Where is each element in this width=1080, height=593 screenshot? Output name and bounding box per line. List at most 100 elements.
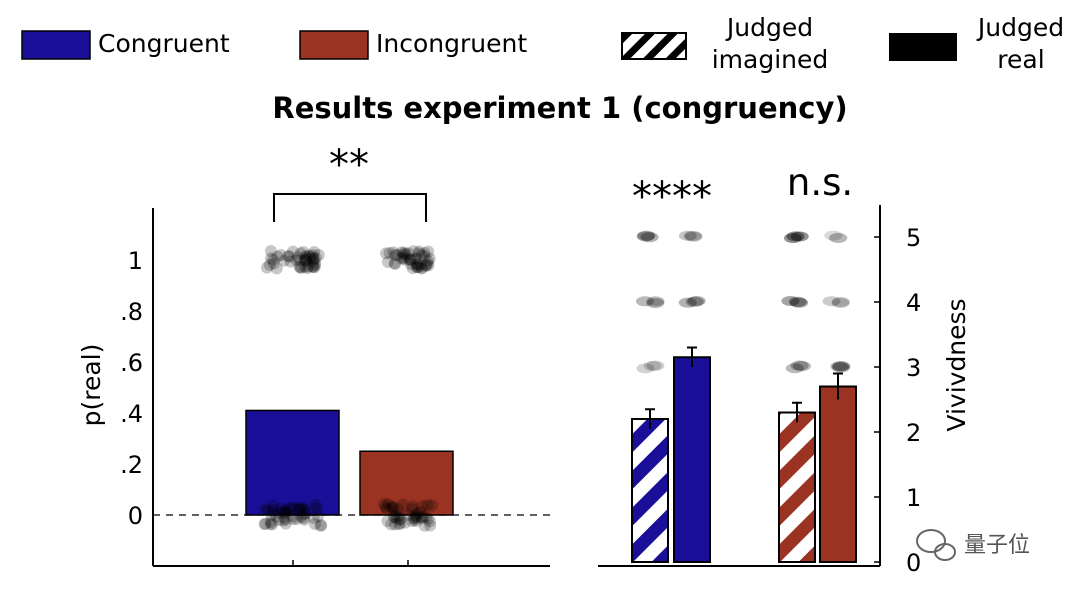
data-point — [286, 245, 299, 258]
data-point — [399, 253, 412, 266]
data-point — [406, 515, 419, 528]
data-point — [297, 245, 310, 258]
data-point — [387, 511, 400, 524]
data-point — [415, 262, 428, 275]
left-y-tick-label: .4 — [120, 400, 143, 428]
right-y-ticks: 0 1 2 3 4 5 — [874, 224, 921, 577]
legend-judged-real: Judged real — [889, 13, 1064, 74]
watermark-text: 量子位 — [964, 533, 1030, 558]
data-point — [423, 252, 436, 265]
legend-judged-imagined: Judged imagined — [621, 13, 828, 74]
bar-incongruent-judged-real — [819, 385, 857, 563]
data-point — [389, 508, 402, 521]
data-point — [309, 252, 322, 265]
data-point — [392, 509, 405, 522]
data-point — [397, 498, 410, 511]
data-point — [270, 262, 283, 275]
vividness-point — [783, 233, 802, 244]
data-point — [306, 260, 319, 273]
data-point — [308, 253, 321, 266]
data-point — [287, 501, 300, 514]
data-point — [315, 518, 328, 531]
vividness-point — [646, 296, 665, 307]
vividness-point — [643, 360, 662, 371]
left-y-tick-label: .6 — [120, 349, 143, 377]
data-point — [406, 503, 419, 516]
watermark: 量子位 — [916, 529, 1030, 561]
data-point — [381, 515, 394, 528]
vividness-point — [788, 296, 807, 307]
data-point — [386, 500, 399, 513]
data-point — [380, 503, 393, 516]
vividness-point — [637, 230, 656, 241]
data-point — [410, 515, 423, 528]
data-point — [413, 245, 426, 258]
data-point — [294, 247, 307, 260]
data-point — [398, 246, 411, 259]
data-point — [406, 262, 419, 275]
data-point — [264, 518, 277, 531]
data-point — [278, 254, 291, 267]
data-point — [267, 257, 280, 270]
data-point — [408, 513, 421, 526]
vividness-point — [678, 230, 697, 241]
data-point — [378, 498, 391, 511]
vividness-point — [824, 230, 843, 241]
vividness-point — [646, 298, 665, 309]
data-point — [298, 503, 311, 516]
data-point — [393, 513, 406, 526]
wechat-icon — [916, 529, 956, 561]
data-point — [389, 249, 402, 262]
data-point — [409, 252, 422, 265]
data-point — [418, 519, 431, 532]
vividness-point — [646, 360, 665, 371]
bar-congruent-judged-imagined — [631, 418, 669, 563]
vividness-point — [792, 361, 811, 372]
data-point — [414, 511, 427, 524]
data-point — [308, 261, 321, 274]
data-point — [304, 250, 317, 263]
data-point — [261, 261, 274, 274]
left-panel: p(real) 0 .2 .4 .6 .8 1 ** — [77, 142, 550, 567]
data-point — [395, 246, 408, 259]
legend-judged-real-label-2: real — [997, 45, 1044, 74]
left-dots-imagined — [258, 498, 438, 532]
data-point — [279, 517, 292, 530]
data-point — [299, 253, 312, 266]
data-point — [414, 258, 427, 271]
data-point — [279, 505, 292, 518]
data-point — [420, 259, 433, 272]
data-point — [290, 512, 303, 525]
data-point — [389, 518, 402, 531]
legend-judged-imagined-swatch — [621, 32, 687, 60]
vividness-point — [828, 232, 847, 243]
data-point — [279, 505, 292, 518]
data-point — [271, 506, 284, 519]
data-point — [399, 247, 412, 260]
data-point — [279, 513, 292, 526]
significance-incongruent: n.s. — [787, 161, 853, 204]
vividness-point — [636, 231, 655, 242]
data-point — [420, 510, 433, 523]
data-point — [264, 516, 277, 529]
data-point — [285, 502, 298, 515]
right-panel: 0 1 2 3 4 5 Vivivdness **** n.s. — [598, 161, 971, 577]
data-point — [424, 519, 437, 532]
data-point — [291, 251, 304, 264]
data-point — [387, 246, 400, 259]
legend-congruent-label: Congruent — [98, 29, 230, 58]
right-y-axis-label: Vivivdness — [942, 298, 971, 431]
significance-left: ** — [329, 142, 369, 188]
data-point — [294, 501, 307, 514]
vividness-point — [786, 231, 805, 242]
data-point — [387, 500, 400, 513]
right-y-tick-label: 2 — [906, 419, 921, 447]
legend-incongruent: Incongruent — [299, 29, 527, 60]
data-point — [309, 517, 322, 530]
data-point — [388, 257, 401, 270]
data-point — [413, 247, 426, 260]
data-point — [258, 518, 271, 531]
legend-judged-imagined-label-1: Judged — [725, 13, 813, 42]
data-point — [424, 515, 437, 528]
